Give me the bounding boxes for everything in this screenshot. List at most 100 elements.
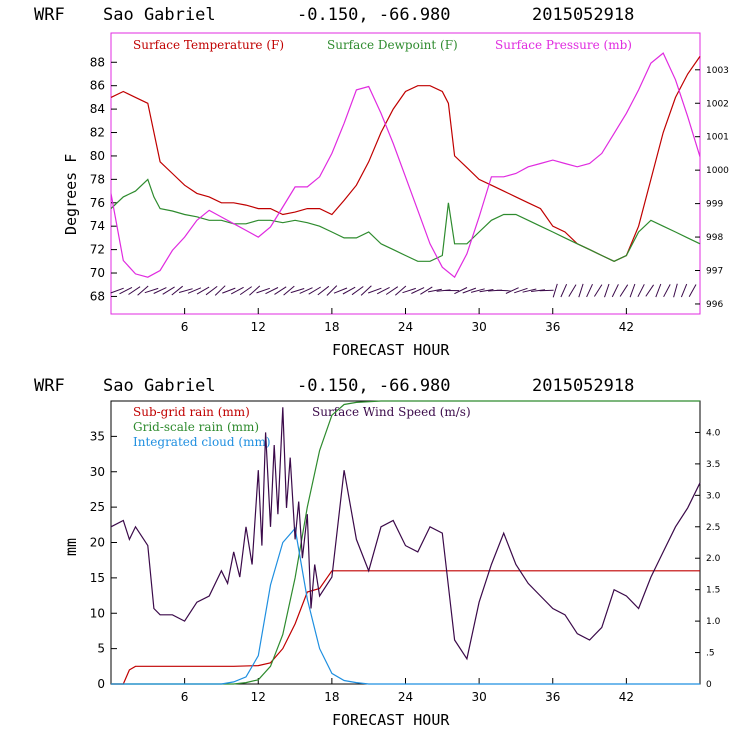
wind-barb bbox=[560, 283, 568, 298]
bottom-ytick-label: 25 bbox=[90, 500, 105, 514]
bottom-series-surface-wind-speed-m-s bbox=[110, 407, 701, 661]
bottom-xtick-label: 6 bbox=[181, 690, 189, 704]
top-xtick-label: 42 bbox=[619, 320, 634, 334]
wind-barb bbox=[137, 285, 149, 296]
wind-barb bbox=[604, 283, 610, 298]
wind-barb bbox=[162, 286, 175, 295]
legend-temperature: Surface Temperature (F) bbox=[133, 38, 284, 52]
wind-barb bbox=[265, 287, 279, 295]
wind-barb bbox=[144, 287, 159, 294]
wind-barb bbox=[505, 287, 519, 294]
bottom-x-axis-label: FORECAST HOUR bbox=[332, 711, 450, 729]
top-y2tick-label: 1003 bbox=[706, 66, 729, 76]
top-xtick-label: 30 bbox=[471, 320, 486, 334]
wind-barb bbox=[119, 286, 133, 295]
top-ytick-label: 88 bbox=[90, 55, 105, 69]
bottom-xtick-label: 42 bbox=[619, 690, 634, 704]
bottom-y2tick-label: 1.5 bbox=[706, 586, 720, 596]
wind-barb bbox=[619, 284, 629, 297]
top-ytick-label: 72 bbox=[90, 243, 105, 257]
top-ytick-label: 78 bbox=[90, 172, 105, 186]
wind-barb bbox=[586, 283, 593, 298]
wind-barb bbox=[454, 287, 468, 295]
wind-barb bbox=[531, 289, 546, 292]
top-ytick-label: 82 bbox=[90, 126, 105, 140]
wind-barb bbox=[655, 283, 662, 298]
wind-barb bbox=[326, 285, 338, 296]
top-ytick-label: 86 bbox=[90, 79, 105, 93]
wind-barb bbox=[593, 284, 603, 297]
wind-barb bbox=[290, 288, 305, 294]
bottom-y2tick-label: 3.5 bbox=[706, 460, 720, 470]
bottom-y2tick-label: .5 bbox=[706, 649, 715, 659]
top-y2tick-label: 999 bbox=[706, 200, 723, 210]
bottom-xtick-label: 36 bbox=[545, 690, 560, 704]
bottom-header-model: WRF bbox=[34, 376, 65, 396]
legend-wind-speed: Surface Wind Speed (m/s) bbox=[312, 405, 471, 419]
bottom-header-coords: -0.150, -66.980 bbox=[297, 376, 451, 396]
bottom-y2tick-label: 2.0 bbox=[706, 554, 721, 564]
wind-barb bbox=[360, 285, 372, 296]
bottom-ytick-label: 35 bbox=[90, 429, 105, 443]
legend-gridscale-rain: Grid-scale rain (mm) bbox=[133, 420, 259, 434]
wind-barb bbox=[153, 287, 167, 294]
wind-barb bbox=[568, 284, 577, 297]
top-series-surface-temperature-f bbox=[110, 56, 701, 262]
wind-barb bbox=[128, 286, 141, 295]
wind-barb bbox=[578, 283, 584, 298]
top-xtick-label: 18 bbox=[324, 320, 339, 334]
bottom-header-station: Sao Gabriel bbox=[103, 376, 216, 396]
wind-barb bbox=[539, 289, 554, 292]
legend-integrated-cloud: Integrated cloud (mm) bbox=[133, 435, 271, 449]
top-series-surface-pressure-mb bbox=[110, 52, 701, 279]
wind-barb bbox=[214, 285, 226, 296]
wind-barb bbox=[274, 286, 287, 295]
top-header-coords: -0.150, -66.980 bbox=[297, 5, 451, 25]
wind-barb bbox=[394, 285, 407, 296]
bottom-xtick-label: 24 bbox=[398, 690, 413, 704]
wind-barb bbox=[256, 287, 270, 294]
top-ytick-label: 68 bbox=[90, 289, 105, 303]
top-y2tick-label: 996 bbox=[706, 300, 723, 310]
top-y-axis-label: Degrees F bbox=[62, 154, 80, 235]
bottom-ytick-label: 20 bbox=[90, 536, 105, 550]
bottom-ytick-label: 10 bbox=[90, 606, 105, 620]
wind-barb bbox=[673, 283, 678, 298]
wind-barb bbox=[205, 285, 218, 296]
wind-barb bbox=[368, 287, 382, 294]
bottom-y-axis-label: mm bbox=[62, 538, 80, 556]
bottom-ytick-label: 0 bbox=[97, 677, 105, 691]
top-x-axis-label: FORECAST HOUR bbox=[332, 341, 450, 359]
bottom-y2tick-label: 2.5 bbox=[706, 523, 720, 533]
top-header-model: WRF bbox=[34, 5, 65, 25]
top-ytick-label: 84 bbox=[90, 102, 105, 116]
top-header-date: 2015052918 bbox=[532, 5, 634, 25]
wind-barb bbox=[196, 286, 210, 295]
bottom-y2tick-label: 4.0 bbox=[706, 428, 721, 438]
wind-barb bbox=[385, 286, 399, 295]
wind-barb bbox=[611, 284, 619, 298]
wind-barb bbox=[688, 284, 697, 297]
legend-pressure: Surface Pressure (mb) bbox=[495, 38, 632, 52]
bottom-ytick-label: 15 bbox=[90, 571, 105, 585]
top-series-surface-dewpoint-f bbox=[110, 178, 701, 262]
top-xtick-label: 6 bbox=[181, 320, 189, 334]
top-y2tick-label: 997 bbox=[706, 267, 723, 277]
wind-barb bbox=[317, 285, 330, 296]
wind-barb bbox=[470, 288, 485, 293]
bottom-y2tick-label: 1.0 bbox=[706, 617, 721, 627]
bottom-xtick-label: 18 bbox=[324, 690, 339, 704]
top-xtick-label: 36 bbox=[545, 320, 560, 334]
bottom-xtick-label: 30 bbox=[471, 690, 486, 704]
wind-barb bbox=[110, 287, 124, 294]
wind-barb bbox=[462, 287, 477, 294]
wind-barb bbox=[249, 285, 261, 296]
legend-subgrid-rain: Sub-grid rain (mm) bbox=[133, 405, 250, 419]
top-header-station: Sao Gabriel bbox=[103, 5, 216, 25]
top-ytick-label: 70 bbox=[90, 266, 105, 280]
wind-barb bbox=[187, 287, 202, 294]
wind-barb bbox=[428, 288, 442, 293]
wind-barb bbox=[239, 286, 252, 296]
wind-barb bbox=[496, 289, 511, 292]
wind-barb bbox=[178, 288, 193, 293]
